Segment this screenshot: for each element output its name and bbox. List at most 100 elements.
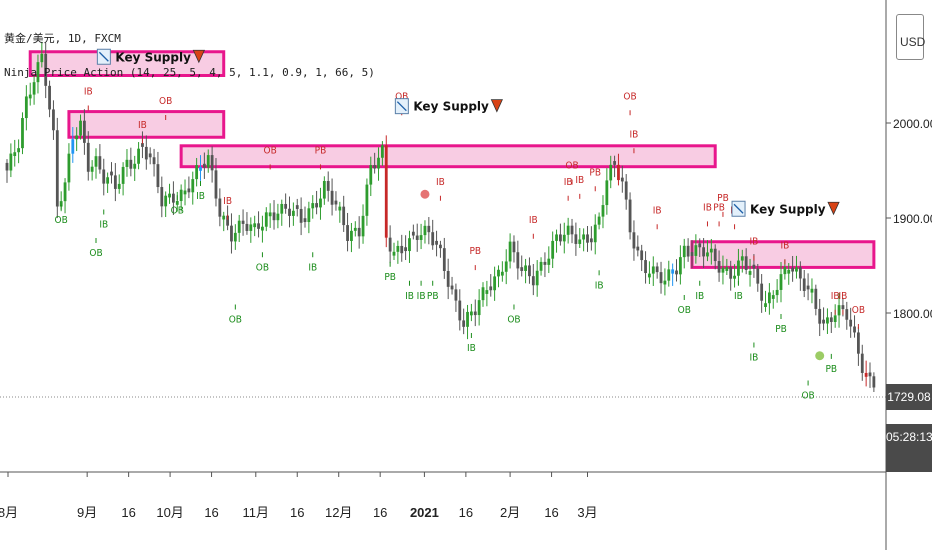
candle	[299, 208, 303, 223]
candle	[261, 226, 264, 231]
candle	[28, 94, 32, 99]
candle	[75, 135, 79, 140]
candle	[24, 96, 28, 119]
candle	[860, 353, 864, 373]
signal-label: IB	[436, 177, 445, 188]
candle	[365, 184, 369, 216]
x-tick-label: 11月	[243, 505, 270, 520]
candle	[586, 234, 589, 243]
candle	[609, 164, 613, 181]
candle	[500, 271, 504, 276]
candle	[94, 156, 98, 167]
candle	[191, 179, 195, 193]
candle	[237, 220, 241, 233]
signal-label: IB	[575, 175, 584, 186]
x-tick-label: 10月	[156, 505, 183, 520]
candle	[535, 270, 539, 286]
candle	[737, 260, 740, 276]
candle	[152, 157, 156, 165]
candle	[226, 215, 229, 226]
candle	[361, 215, 365, 237]
signal-label: IB	[467, 343, 476, 354]
signal-label: IB	[405, 291, 414, 302]
candle	[164, 195, 168, 207]
signal-label: IB	[839, 291, 848, 302]
candle	[67, 153, 71, 183]
candle	[439, 244, 442, 249]
down-triangle-icon	[490, 99, 503, 113]
candle	[195, 165, 199, 180]
candle	[624, 181, 628, 200]
candle	[334, 200, 338, 205]
candle	[729, 267, 733, 279]
candle	[110, 171, 113, 176]
signal-label: OB	[623, 91, 636, 102]
candle	[446, 270, 450, 287]
candle	[284, 203, 288, 209]
candle	[307, 208, 311, 223]
candle	[144, 146, 148, 160]
key-supply-label: Key Supply	[413, 100, 489, 114]
candle	[648, 273, 651, 278]
candle	[752, 264, 756, 269]
candle	[52, 109, 55, 131]
candle	[380, 145, 384, 158]
candle	[841, 305, 845, 310]
x-tick-label: 12月	[325, 505, 352, 520]
signal-label: PB	[713, 202, 725, 213]
candle	[709, 248, 713, 253]
candle	[245, 223, 249, 231]
candle	[183, 190, 187, 195]
candle	[481, 287, 485, 301]
candle	[404, 247, 408, 252]
candle	[83, 120, 86, 143]
candle	[326, 180, 330, 191]
candle	[210, 155, 214, 171]
candle	[431, 232, 435, 246]
signal-label: IB	[630, 129, 639, 140]
supply-zone	[179, 144, 717, 169]
candle	[117, 183, 121, 189]
signal-label: OB	[801, 391, 814, 402]
candle	[5, 162, 9, 171]
candle	[477, 300, 481, 316]
y-tick-label: 2000.00	[893, 117, 932, 131]
signal-label: IB	[308, 262, 317, 273]
y-tick-label: 1800.00	[893, 307, 932, 321]
candle	[559, 234, 562, 242]
candle	[179, 189, 183, 202]
indicator-legend[interactable]: Ninja Price Action (14, 25, 5, 4, 5, 1.1…	[4, 66, 375, 79]
candle	[257, 223, 260, 229]
signal-dot	[420, 189, 430, 199]
candle	[868, 372, 872, 377]
candle	[698, 243, 702, 248]
x-axis-area[interactable]	[0, 472, 886, 550]
candle	[268, 212, 272, 217]
candle	[187, 188, 191, 193]
y-axis-labels: 1800.00 1900.00 2000.00	[886, 117, 932, 321]
candle	[733, 275, 736, 279]
candle	[388, 237, 392, 252]
candle	[473, 311, 477, 316]
signal-label: PB	[315, 145, 327, 156]
candle	[450, 285, 454, 290]
candle	[106, 177, 110, 184]
signal-label: IB	[749, 237, 758, 248]
candle	[9, 153, 13, 171]
currency-button[interactable]: USD	[896, 14, 925, 60]
signal-label: IB	[529, 215, 538, 226]
key-supply-icon-line	[98, 51, 109, 62]
candle	[55, 130, 59, 207]
candle	[760, 283, 764, 301]
candle	[682, 245, 686, 258]
candle	[280, 203, 284, 214]
key-supply-label: Key Supply	[750, 202, 826, 216]
candle	[640, 250, 644, 261]
candle	[373, 165, 377, 169]
candle	[466, 311, 469, 327]
candle	[601, 205, 605, 217]
candle	[160, 187, 164, 207]
candle	[706, 252, 709, 257]
x-tick-label: 8月	[0, 505, 18, 520]
